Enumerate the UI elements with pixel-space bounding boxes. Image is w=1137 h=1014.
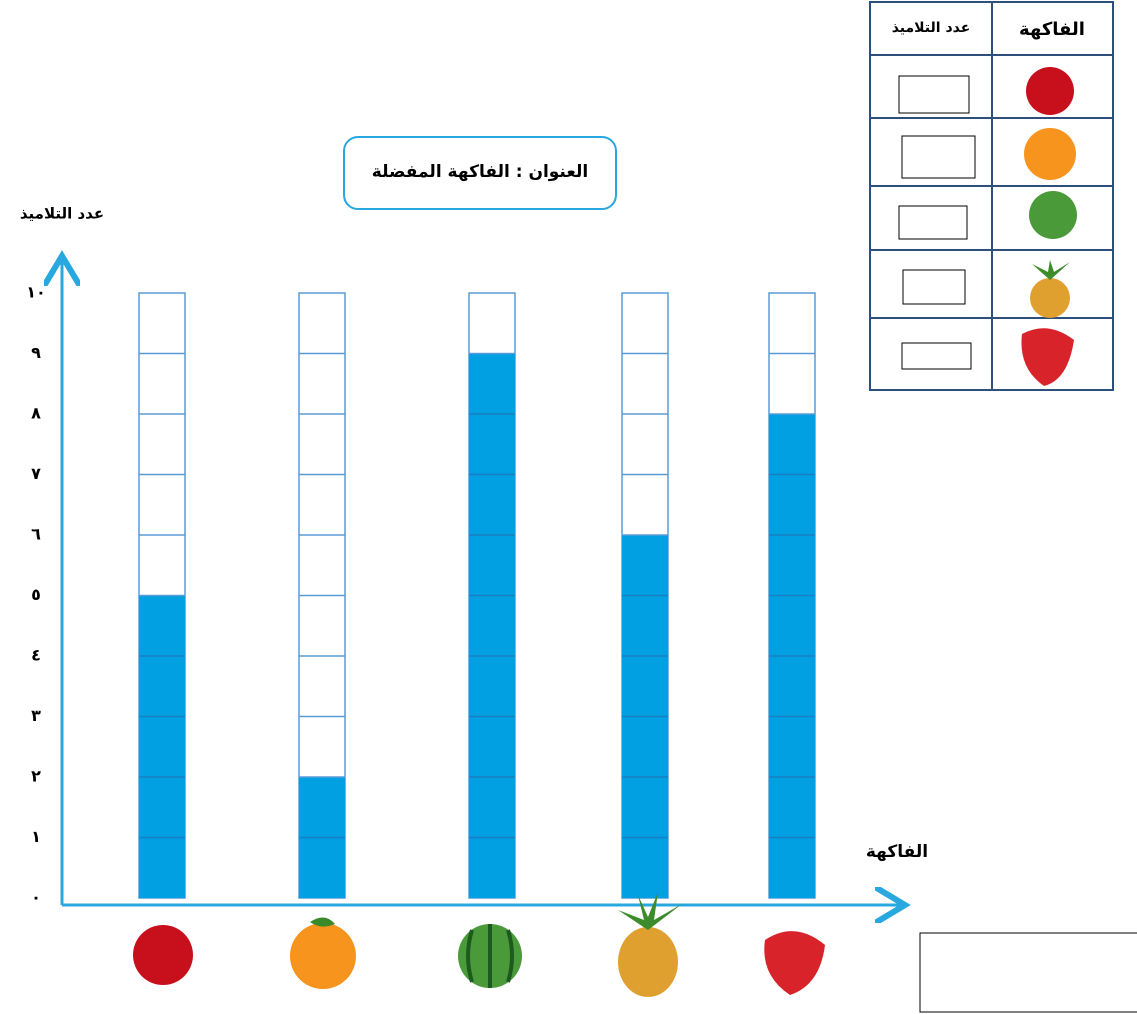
table-header: عدد التلاميذ (892, 20, 971, 36)
y-tick-label: ١ (31, 827, 41, 846)
y-tick-label: ٢ (31, 767, 41, 786)
y-axis-label: عدد التلاميذ (20, 205, 104, 223)
apple-icon (1026, 67, 1074, 115)
y-tick-label: ٣ (31, 706, 41, 725)
worksheet: العنوان : الفاكهة المفضلة عدد التلاميذ ا… (0, 0, 1137, 1014)
strawberry-icon (764, 931, 825, 995)
chart-title: العنوان : الفاكهة المفضلة (372, 162, 588, 182)
answer-box[interactable] (902, 343, 971, 369)
y-tick-label: ١٠ (26, 283, 46, 302)
answer-box[interactable] (899, 206, 967, 239)
table-header: الفاكهة (1019, 19, 1085, 40)
page: {"chart_data": {"type": "bar", "title": … (0, 0, 1137, 1014)
plot: ٠ ١ ٢ ٣ ٤ ٥ ٦ ٧ ٨ ٩ ١٠ (26, 283, 815, 907)
pineapple-icon (1030, 278, 1070, 318)
orange-icon (290, 923, 356, 989)
y-tick-label: ٨ (31, 404, 41, 423)
orange-icon (1024, 128, 1076, 180)
apple-icon (133, 925, 193, 985)
y-tick-label: ٧ (31, 464, 41, 483)
y-tick-label: ٤ (31, 646, 41, 665)
y-tick-label: ٩ (31, 343, 41, 362)
y-tick-label: ٦ (31, 525, 41, 544)
y-tick-label: ٠ (31, 888, 41, 907)
x-axis-label: الفاكهة (866, 842, 928, 862)
strawberry-icon (1021, 328, 1074, 386)
fruit-table (870, 2, 1113, 390)
answer-box[interactable] (899, 76, 969, 113)
answer-box[interactable] (903, 270, 965, 304)
pineapple-leaves (1032, 260, 1070, 280)
bar (469, 354, 515, 899)
answer-boxes (899, 76, 1137, 1012)
y-tick-label: ٥ (31, 585, 41, 604)
answer-box[interactable] (920, 933, 1137, 1012)
table-icons (1021, 67, 1077, 386)
watermelon-icon (1029, 191, 1077, 239)
fruit-icons (133, 892, 825, 997)
answer-box[interactable] (902, 136, 975, 178)
pineapple-icon (618, 927, 678, 997)
bar (139, 596, 185, 899)
